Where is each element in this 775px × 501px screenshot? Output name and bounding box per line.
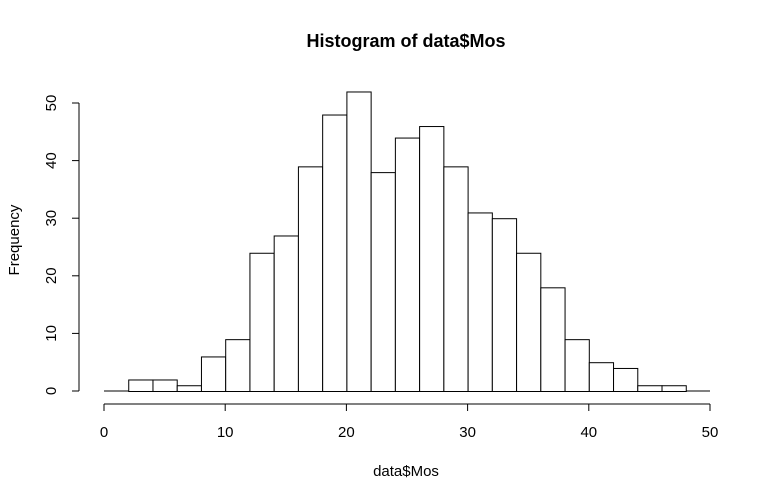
histogram-bars — [104, 91, 710, 393]
x-tick-label: 20 — [338, 424, 355, 441]
histogram-bar-23 — [661, 385, 687, 392]
y-tick-label: 40 — [43, 152, 60, 169]
histogram-bar-15 — [467, 212, 493, 392]
histogram-bar-3 — [176, 385, 202, 392]
histogram-bar-14 — [443, 166, 469, 392]
histogram-bar-20 — [588, 362, 615, 393]
x-tick-label: 0 — [100, 424, 108, 441]
histogram-bar-10 — [346, 91, 372, 392]
histogram-bar-12 — [394, 137, 421, 392]
histogram-bar-5 — [225, 339, 251, 393]
histogram-bar-1 — [128, 379, 154, 393]
y-tick-label: 0 — [43, 387, 60, 395]
x-axis: 0 10 20 30 40 50 — [100, 403, 719, 441]
histogram-bar-21 — [613, 367, 639, 392]
y-tick-label: 20 — [43, 267, 60, 284]
histogram-bar-18 — [540, 287, 566, 393]
y-tick-label: 30 — [43, 210, 60, 227]
histogram-bar-2 — [152, 379, 178, 393]
histogram-bar-9 — [322, 114, 348, 393]
x-tick-label: 50 — [702, 424, 719, 441]
histogram-bar-8 — [297, 166, 324, 392]
histogram-bar-16 — [491, 218, 518, 392]
x-axis-label: data$Mos — [373, 463, 439, 480]
histogram-bar-19 — [564, 339, 590, 393]
y-tick-label: 50 — [43, 95, 60, 112]
histogram-bar-22 — [637, 385, 663, 392]
y-axis-label: Frequency — [6, 204, 23, 275]
histogram-bar-17 — [516, 252, 542, 392]
histogram-bar-13 — [419, 126, 445, 392]
x-tick-label: 30 — [459, 424, 476, 441]
histogram-bar-7 — [273, 235, 299, 392]
histogram-bar-4 — [200, 356, 227, 393]
y-tick-label: 10 — [43, 325, 60, 342]
histogram-bar-6 — [249, 252, 275, 392]
y-axis: 0 10 20 30 40 50 — [43, 95, 80, 395]
x-tick-label: 40 — [580, 424, 597, 441]
x-tick-label: 10 — [217, 424, 234, 441]
chart-title: Histogram of data$Mos — [306, 31, 505, 51]
histogram-bar-11 — [370, 172, 396, 392]
